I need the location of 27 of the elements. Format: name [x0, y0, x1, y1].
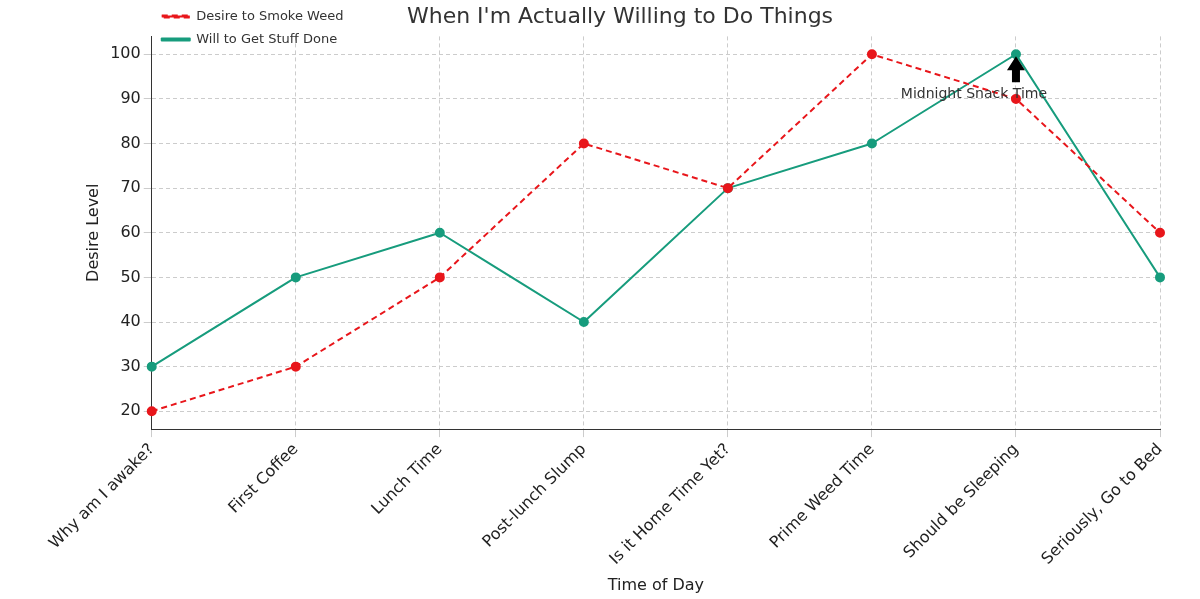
point [290, 361, 301, 372]
point [146, 361, 157, 372]
point [1155, 272, 1165, 283]
y-tick-label: 100 [110, 43, 141, 63]
y-tick-label: 90 [120, 88, 141, 108]
point [146, 406, 157, 417]
legend-label: Will to Get Stuff Done [196, 30, 338, 46]
point [1010, 49, 1021, 60]
point [578, 138, 589, 149]
x-axis-title: Time of Day [606, 574, 705, 594]
point [434, 272, 445, 283]
point [1155, 227, 1165, 238]
legend-label: Desire to Smoke Weed [196, 7, 344, 23]
y-tick-label: 50 [120, 266, 141, 286]
y-axis-title: Desire Level [82, 183, 102, 282]
point [866, 49, 877, 60]
y-tick-label: 30 [120, 355, 141, 375]
point [290, 272, 301, 283]
y-tick-label: 40 [120, 311, 141, 331]
y-tick-label: 60 [120, 221, 141, 241]
y-tick-label: 80 [120, 132, 141, 152]
point [434, 227, 445, 238]
point [866, 138, 877, 149]
y-tick-label: 20 [120, 400, 141, 420]
chart-title: When I'm Actually Willing to Do Things [406, 2, 834, 28]
y-tick-label: 70 [120, 177, 141, 197]
point [578, 317, 589, 328]
